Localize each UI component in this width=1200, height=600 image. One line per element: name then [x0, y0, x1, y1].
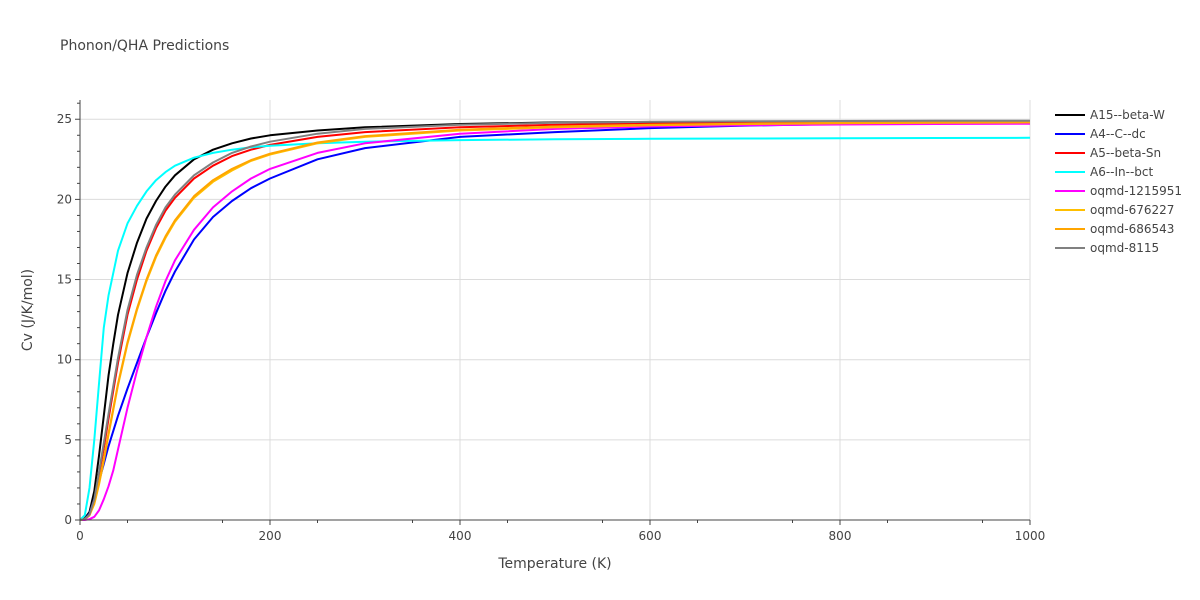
- legend-label: oqmd-8115: [1090, 241, 1159, 255]
- y-tick-label: 20: [57, 192, 72, 206]
- series-line-oqmd-1215951: [80, 122, 1031, 521]
- y-tick-label: 25: [57, 112, 72, 126]
- legend: A15--beta-W A4--C--dc A5--beta-Sn A6--In--b…: [1055, 108, 1182, 255]
- series-line-oqmd-686543: [79, 121, 1031, 521]
- series-line-A5--beta-Sn: [79, 121, 1031, 521]
- y-tick-label: 0: [64, 513, 72, 527]
- legend-label: A15--beta-W: [1090, 108, 1165, 122]
- x-tick-label: 1000: [1015, 529, 1046, 543]
- legend-label: A5--beta-Sn: [1090, 146, 1161, 160]
- grid: [80, 100, 1031, 520]
- legend-label: A6--In--bct: [1090, 165, 1154, 179]
- y-tick-label: 5: [64, 433, 72, 447]
- x-tick-label: 0: [76, 529, 84, 543]
- series-line-oqmd-676227: [79, 121, 1031, 521]
- x-tick-label: 600: [639, 529, 662, 543]
- x-axis-title: Temperature (K): [497, 556, 611, 572]
- legend-label: oqmd-1215951: [1090, 184, 1182, 198]
- x-tick-label: 200: [259, 529, 282, 543]
- series-line-A15--beta-W: [79, 120, 1031, 521]
- legend-label: oqmd-686543: [1090, 222, 1174, 236]
- y-tick-label: 10: [57, 353, 72, 367]
- series-line-A6--In--bct: [79, 136, 1031, 521]
- x-tick-label: 800: [829, 529, 852, 543]
- series-line-A4--C--dc: [79, 121, 1031, 521]
- series-line-oqmd-8115: [79, 119, 1031, 521]
- axes: 0 200 400 600 800 1000 0 5 10 15 20 25: [57, 100, 1046, 543]
- plot-area: [79, 119, 1031, 521]
- x-tick-label: 400: [449, 529, 472, 543]
- legend-label: oqmd-676227: [1090, 203, 1174, 217]
- chart-title: Phonon/QHA Predictions: [60, 38, 229, 54]
- y-axis-title: Cv (J/K/mol): [20, 269, 36, 351]
- legend-label: A4--C--dc: [1090, 127, 1146, 141]
- y-tick-label: 15: [57, 273, 72, 287]
